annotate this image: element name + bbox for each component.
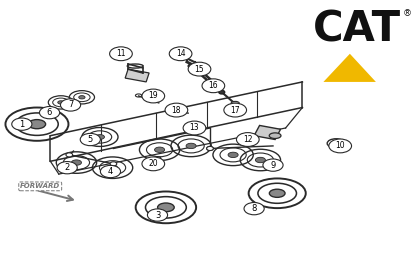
Ellipse shape	[255, 157, 265, 163]
Text: 7: 7	[68, 100, 73, 110]
Text: 17: 17	[231, 105, 240, 115]
Text: 5: 5	[88, 135, 93, 144]
Circle shape	[142, 89, 165, 103]
Text: 16: 16	[209, 81, 218, 90]
Circle shape	[191, 124, 196, 127]
Text: 8: 8	[252, 204, 257, 213]
Circle shape	[329, 139, 352, 153]
Circle shape	[39, 106, 60, 119]
Ellipse shape	[186, 143, 196, 148]
Text: 12: 12	[243, 135, 252, 144]
Polygon shape	[254, 125, 281, 140]
Circle shape	[100, 165, 121, 178]
Ellipse shape	[95, 135, 105, 139]
Circle shape	[80, 133, 100, 146]
Circle shape	[263, 159, 283, 171]
Circle shape	[66, 153, 73, 157]
Circle shape	[244, 202, 264, 215]
Text: 18: 18	[172, 105, 181, 115]
Circle shape	[147, 209, 168, 221]
Text: 11: 11	[116, 49, 126, 58]
Circle shape	[57, 162, 77, 174]
Circle shape	[206, 80, 212, 84]
Ellipse shape	[158, 203, 174, 212]
Polygon shape	[125, 69, 149, 82]
Ellipse shape	[71, 160, 81, 165]
Circle shape	[169, 47, 192, 61]
Circle shape	[110, 162, 117, 166]
Text: 15: 15	[195, 65, 204, 74]
Circle shape	[12, 118, 32, 130]
Ellipse shape	[28, 120, 46, 129]
Text: 2: 2	[65, 163, 70, 172]
Polygon shape	[323, 54, 376, 82]
Ellipse shape	[228, 152, 238, 157]
Text: 13: 13	[190, 123, 199, 133]
Text: ®: ®	[403, 9, 412, 18]
Text: 9: 9	[270, 161, 276, 170]
Circle shape	[183, 121, 206, 135]
Circle shape	[188, 62, 211, 76]
Text: 14: 14	[176, 49, 185, 58]
Circle shape	[219, 90, 225, 94]
Circle shape	[165, 103, 188, 117]
Text: CAT: CAT	[313, 9, 401, 51]
Circle shape	[236, 133, 259, 146]
Circle shape	[207, 146, 213, 151]
Text: 10: 10	[336, 141, 345, 151]
Text: 20: 20	[149, 159, 158, 168]
Ellipse shape	[231, 101, 239, 105]
Ellipse shape	[269, 189, 285, 197]
Text: FORWARD: FORWARD	[20, 183, 60, 189]
Ellipse shape	[155, 147, 165, 153]
Circle shape	[142, 157, 165, 171]
Ellipse shape	[79, 96, 85, 99]
Circle shape	[202, 79, 225, 93]
Circle shape	[110, 47, 132, 61]
Circle shape	[188, 64, 194, 68]
Text: 6: 6	[47, 108, 52, 117]
Circle shape	[166, 108, 174, 113]
Ellipse shape	[154, 156, 161, 160]
Circle shape	[224, 103, 247, 117]
Circle shape	[60, 99, 81, 111]
Text: 3: 3	[155, 210, 160, 220]
Ellipse shape	[108, 165, 118, 170]
Ellipse shape	[269, 133, 281, 138]
Text: 4: 4	[108, 167, 113, 176]
Text: 19: 19	[149, 91, 158, 101]
Text: 1: 1	[19, 120, 24, 129]
Circle shape	[207, 146, 213, 151]
Ellipse shape	[58, 101, 64, 104]
